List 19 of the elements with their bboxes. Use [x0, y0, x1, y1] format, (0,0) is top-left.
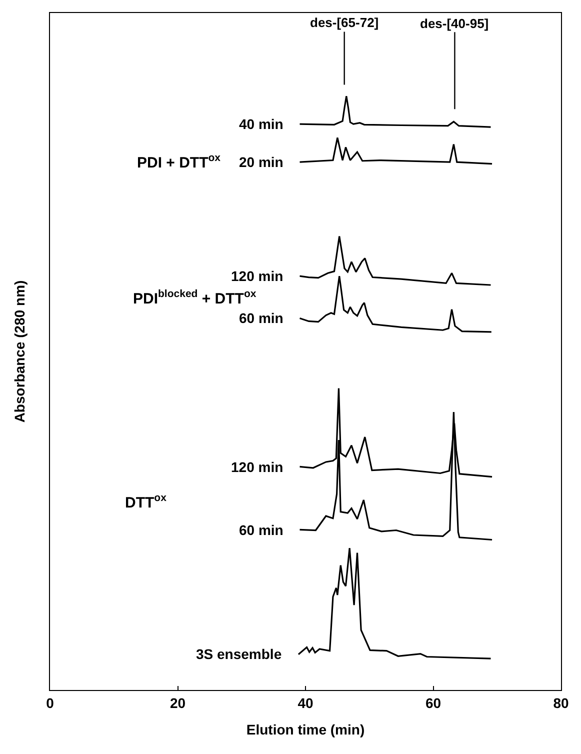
annotation: PDI$^{blocked}$ + DTT$^{ox}$ [133, 288, 256, 308]
annotation: PDI + DTT$^{ox}$ [137, 152, 221, 172]
series-label: 60 min [239, 310, 284, 326]
series-label: 20 min [239, 154, 284, 170]
series-label: 120 min [231, 459, 284, 475]
x-tick-label: 0 [46, 694, 54, 711]
series-label: 3S ensemble [196, 646, 282, 662]
x-tick-label: 80 [553, 694, 569, 711]
text: des-[65-72] [310, 15, 379, 30]
series-label: 60 min [239, 522, 284, 538]
y-axis-title: Absorbance (280 nm) [11, 280, 28, 423]
x-axis-title: Elution time (min) [246, 721, 365, 738]
x-tick-label: 20 [170, 694, 186, 711]
x-tick-label: 60 [425, 694, 442, 711]
annotation: DTT$^{ox}$ [125, 492, 167, 512]
series-label: 120 min [231, 268, 284, 284]
x-tick-label: 40 [298, 694, 314, 711]
series-label: 40 min [239, 116, 284, 132]
text: des-[40-95] [420, 16, 489, 31]
